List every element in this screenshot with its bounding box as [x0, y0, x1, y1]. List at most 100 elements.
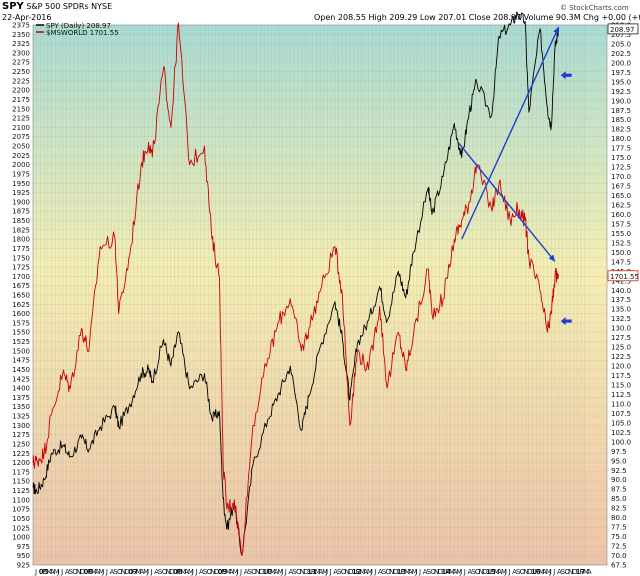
left-tick-label: 1975 — [12, 170, 30, 178]
left-tick-label: 1375 — [12, 394, 30, 402]
legend-item-spy: SPY (Daily) 208.97 — [46, 22, 111, 30]
right-tick-label: 137.5 — [611, 296, 631, 304]
security-name: S&P 500 SPDRs — [26, 2, 89, 11]
x-tick-label: 06 — [83, 568, 93, 576]
left-tick-label: 2375 — [12, 22, 30, 30]
x-tick-label: D — [214, 568, 219, 576]
right-tick-label: 130.0 — [611, 325, 631, 333]
x-tick-label: O — [117, 568, 123, 576]
x-tick-label: S — [382, 568, 387, 576]
x-tick-label: S — [248, 568, 253, 576]
ticker-symbol: SPY — [2, 1, 24, 12]
right-tick-label: 195.0 — [611, 78, 631, 86]
x-tick-label: M — [277, 568, 283, 576]
x-tick-label: M — [359, 568, 365, 576]
x-tick-label: A — [139, 568, 144, 576]
right-tick-label: 105.0 — [611, 419, 631, 427]
x-tick-label: J — [146, 568, 149, 576]
right-tick-label: 77.5 — [611, 524, 627, 532]
x-tick-label: 09 — [218, 568, 228, 576]
left-tick-label: 2300 — [12, 49, 30, 57]
x-tick-label: J — [284, 568, 287, 576]
marker-arrow-left — [560, 71, 572, 80]
right-tick-label: 75.0 — [611, 533, 627, 541]
left-tick-label: 2050 — [12, 143, 30, 151]
left-tick-label: 1300 — [12, 422, 30, 430]
x-tick-label: J — [325, 568, 328, 576]
x-tick-label: D — [348, 568, 353, 576]
x-tick-label: A — [199, 568, 204, 576]
left-tick-label: 1925 — [12, 189, 30, 197]
left-tick-label: 2200 — [12, 87, 30, 95]
x-tick-label: N — [523, 568, 528, 576]
x-tick-label: J — [329, 568, 332, 576]
right-tick-label: 112.5 — [611, 391, 631, 399]
left-tick-label: 1750 — [12, 254, 30, 262]
x-tick-label: M — [456, 568, 462, 576]
x-tick-label: 11 — [307, 568, 317, 576]
x-tick-label: M — [546, 568, 552, 576]
right-tick-label: 155.0 — [611, 230, 631, 238]
x-tick-label: J — [507, 568, 510, 576]
left-tick-label: 1950 — [12, 180, 30, 188]
series-line-spy — [32, 11, 560, 556]
x-tick-label: 12 — [352, 568, 362, 576]
left-tick-label: 1725 — [12, 264, 30, 272]
x-tick-label: S — [561, 568, 566, 576]
x-tick-label: F — [356, 568, 360, 576]
left-tick-label: 1825 — [12, 226, 30, 234]
x-tick-label: A — [184, 568, 189, 576]
left-tick-label: 2075 — [12, 133, 30, 141]
right-tick-label: 135.0 — [611, 306, 631, 314]
x-tick-label: S — [426, 568, 431, 576]
x-tick-label: 17 — [576, 568, 586, 576]
x-tick-label: O — [162, 568, 168, 576]
x-tick-label: J — [418, 568, 421, 576]
right-tick-label: 97.5 — [611, 448, 627, 456]
x-tick-label: M — [583, 568, 589, 576]
x-tick-label: N — [300, 568, 305, 576]
right-tick-label: 165.0 — [611, 192, 631, 200]
right-tick-label: 187.5 — [611, 107, 631, 115]
x-tick-label: N — [121, 568, 126, 576]
x-tick-label: A — [557, 568, 562, 576]
x-tick-label: A — [363, 568, 368, 576]
left-tick-label: 1650 — [12, 292, 30, 300]
left-tick-label: 2275 — [12, 59, 30, 67]
x-tick-label: A — [467, 568, 472, 576]
x-tick-label: F — [311, 568, 315, 576]
right-tick-label: 102.5 — [611, 429, 631, 437]
x-tick-label: M — [143, 568, 149, 576]
left-tick-label: 1225 — [12, 450, 30, 458]
x-tick-label: M — [233, 568, 239, 576]
x-tick-label: 05 — [39, 568, 49, 576]
x-tick-label: J — [373, 568, 376, 576]
right-tick-label: 157.5 — [611, 220, 631, 228]
left-tick-label: 1900 — [12, 198, 30, 206]
left-tick-label: 1350 — [12, 403, 30, 411]
x-tick-label: N — [389, 568, 394, 576]
right-tick-label: 92.5 — [611, 467, 627, 475]
x-tick-label: M — [180, 568, 186, 576]
x-tick-label: N — [434, 568, 439, 576]
trend-arrowhead — [553, 26, 559, 34]
left-tick-label: 1525 — [12, 338, 30, 346]
x-tick-label: D — [482, 568, 487, 576]
x-tick-label: J — [459, 568, 462, 576]
x-tick-label: S — [337, 568, 342, 576]
x-tick-label: 10 — [262, 568, 272, 576]
x-tick-label: A — [65, 568, 70, 576]
chart-date: 22-Apr-2016 — [2, 13, 52, 22]
x-tick-label: A — [423, 568, 428, 576]
x-tick-label: J — [548, 568, 551, 576]
x-tick-label: F — [400, 568, 404, 576]
x-tick-label: O — [520, 568, 526, 576]
right-tick-label: 120.0 — [611, 363, 631, 371]
right-tick-label: 175.0 — [611, 154, 631, 162]
left-tick-label: 1050 — [12, 515, 30, 523]
right-tick-label: 185.0 — [611, 116, 631, 124]
series-line-msworld — [32, 22, 560, 557]
right-tick-label: 125.0 — [611, 344, 631, 352]
x-tick-label: J — [191, 568, 194, 576]
